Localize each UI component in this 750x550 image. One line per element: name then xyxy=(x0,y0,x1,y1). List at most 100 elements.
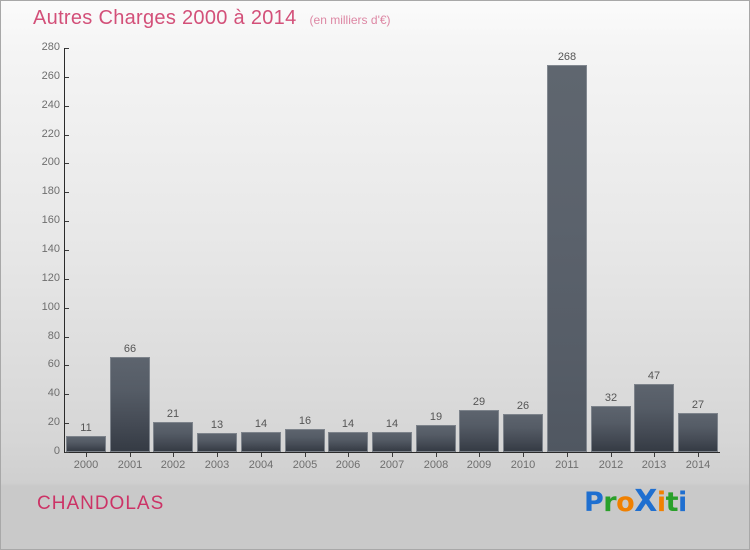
bar[interactable] xyxy=(459,410,499,452)
y-axis-tick xyxy=(65,221,69,222)
bar-value-label: 14 xyxy=(254,418,268,430)
chart-subtitle: (en milliers d'€) xyxy=(309,13,391,27)
x-axis-tick xyxy=(479,453,480,457)
location-label: CHANDOLAS xyxy=(37,493,165,514)
bar-value-label: 13 xyxy=(210,419,224,431)
x-axis-tick xyxy=(654,453,655,457)
x-axis-tick xyxy=(436,453,437,457)
y-axis-tick-label: 280 xyxy=(41,41,60,53)
logo-letter: i xyxy=(656,487,666,518)
y-axis-tick-label: 200 xyxy=(41,156,60,168)
y-axis-tick xyxy=(65,365,69,366)
bar-value-label: 16 xyxy=(298,415,312,427)
bar-value-label: 29 xyxy=(472,396,486,408)
bar-value-label: 268 xyxy=(557,51,577,63)
y-axis-tick-label: 100 xyxy=(41,301,60,313)
bar[interactable] xyxy=(634,384,674,452)
x-axis-tick-label: 2011 xyxy=(555,459,579,471)
y-axis-tick-label: 80 xyxy=(47,330,60,342)
logo-letter: X xyxy=(634,484,657,519)
bar[interactable] xyxy=(503,414,543,452)
bar[interactable] xyxy=(66,436,106,452)
bar[interactable] xyxy=(110,357,150,452)
x-axis-tick-label: 2005 xyxy=(292,459,318,471)
x-axis-tick xyxy=(173,453,174,457)
logo-letter: r xyxy=(603,487,617,518)
x-axis-line xyxy=(64,452,720,453)
bar[interactable] xyxy=(372,432,412,452)
x-axis-tick xyxy=(130,453,131,457)
y-axis-tick xyxy=(65,452,69,453)
y-axis-tick xyxy=(65,423,69,424)
x-axis-tick-label: 2004 xyxy=(248,459,274,471)
y-axis-tick-label: 160 xyxy=(41,214,60,226)
bar-value-label: 11 xyxy=(80,422,92,434)
chart-footer: CHANDOLAS ProXiti xyxy=(1,467,749,549)
logo-letter: t xyxy=(665,487,679,518)
x-axis-tick xyxy=(392,453,393,457)
y-axis-tick-label: 240 xyxy=(41,99,60,111)
chart-plot-wrapper: 0 20 40 60 80 100 120 140 160 180 200 220 240 260 280 … xyxy=(1,37,749,471)
bar[interactable] xyxy=(197,433,237,452)
y-axis-tick xyxy=(65,250,69,251)
y-axis-line xyxy=(64,48,65,453)
x-axis-tick xyxy=(217,453,218,457)
x-axis-tick xyxy=(611,453,612,457)
bar-value-label: 19 xyxy=(429,411,443,423)
x-axis-tick xyxy=(523,453,524,457)
x-axis-tick xyxy=(86,453,87,457)
page-title: Autres Charges 2000 à 2014 xyxy=(33,7,297,29)
x-axis-tick-label: 2013 xyxy=(641,459,667,471)
x-axis-tick-label: 2006 xyxy=(335,459,361,471)
bar[interactable] xyxy=(241,432,281,452)
bar[interactable] xyxy=(416,425,456,452)
bar[interactable] xyxy=(328,432,368,452)
logo-letter: o xyxy=(616,487,635,518)
bar-value-label: 26 xyxy=(516,400,530,412)
x-axis-tick xyxy=(698,453,699,457)
bar[interactable] xyxy=(153,422,193,452)
y-axis-tick-label: 0 xyxy=(53,445,60,457)
x-axis-tick-label: 2007 xyxy=(379,459,405,471)
logo-letter: i xyxy=(678,487,687,518)
bar[interactable] xyxy=(285,429,325,452)
bar-value-label: 14 xyxy=(341,418,355,430)
x-axis-tick-label: 2001 xyxy=(117,459,143,471)
y-axis-tick xyxy=(65,279,69,280)
y-axis-tick-label: 40 xyxy=(47,387,60,399)
y-axis-tick-label: 60 xyxy=(47,358,60,370)
proxiti-logo[interactable]: ProXiti xyxy=(584,487,687,518)
chart-header: Autres Charges 2000 à 2014 (en milliers … xyxy=(1,1,749,35)
x-axis-tick-label: 2014 xyxy=(685,459,711,471)
y-axis-tick xyxy=(65,135,69,136)
bar-value-label: 21 xyxy=(166,408,180,420)
x-axis-tick xyxy=(261,453,262,457)
y-axis-tick xyxy=(65,308,69,309)
x-axis-tick xyxy=(305,453,306,457)
bar-value-label: 32 xyxy=(604,392,618,404)
bar-value-label: 66 xyxy=(123,343,137,355)
x-axis-tick-label: 2012 xyxy=(598,459,624,471)
x-axis-tick-label: 2003 xyxy=(204,459,230,471)
x-axis-tick xyxy=(567,453,568,457)
bar-value-label: 27 xyxy=(691,399,705,411)
bar[interactable] xyxy=(678,413,718,452)
x-axis-tick-label: 2002 xyxy=(160,459,186,471)
bar[interactable] xyxy=(547,65,587,452)
y-axis-tick xyxy=(65,77,69,78)
y-axis-tick xyxy=(65,48,69,49)
y-axis-tick xyxy=(65,163,69,164)
y-axis-tick-label: 140 xyxy=(41,243,60,255)
y-axis-tick-label: 260 xyxy=(41,70,60,82)
x-axis-tick-label: 2009 xyxy=(466,459,492,471)
x-axis-tick-label: 2000 xyxy=(73,459,99,471)
y-axis-tick-label: 120 xyxy=(41,272,60,284)
y-axis-tick-label: 20 xyxy=(47,416,60,428)
bar[interactable] xyxy=(591,406,631,452)
y-axis-tick-label: 180 xyxy=(41,185,60,197)
y-axis-tick xyxy=(65,106,69,107)
x-axis-tick-label: 2010 xyxy=(510,459,536,471)
y-axis-tick xyxy=(65,337,69,338)
y-axis-tick-label: 220 xyxy=(41,128,60,140)
